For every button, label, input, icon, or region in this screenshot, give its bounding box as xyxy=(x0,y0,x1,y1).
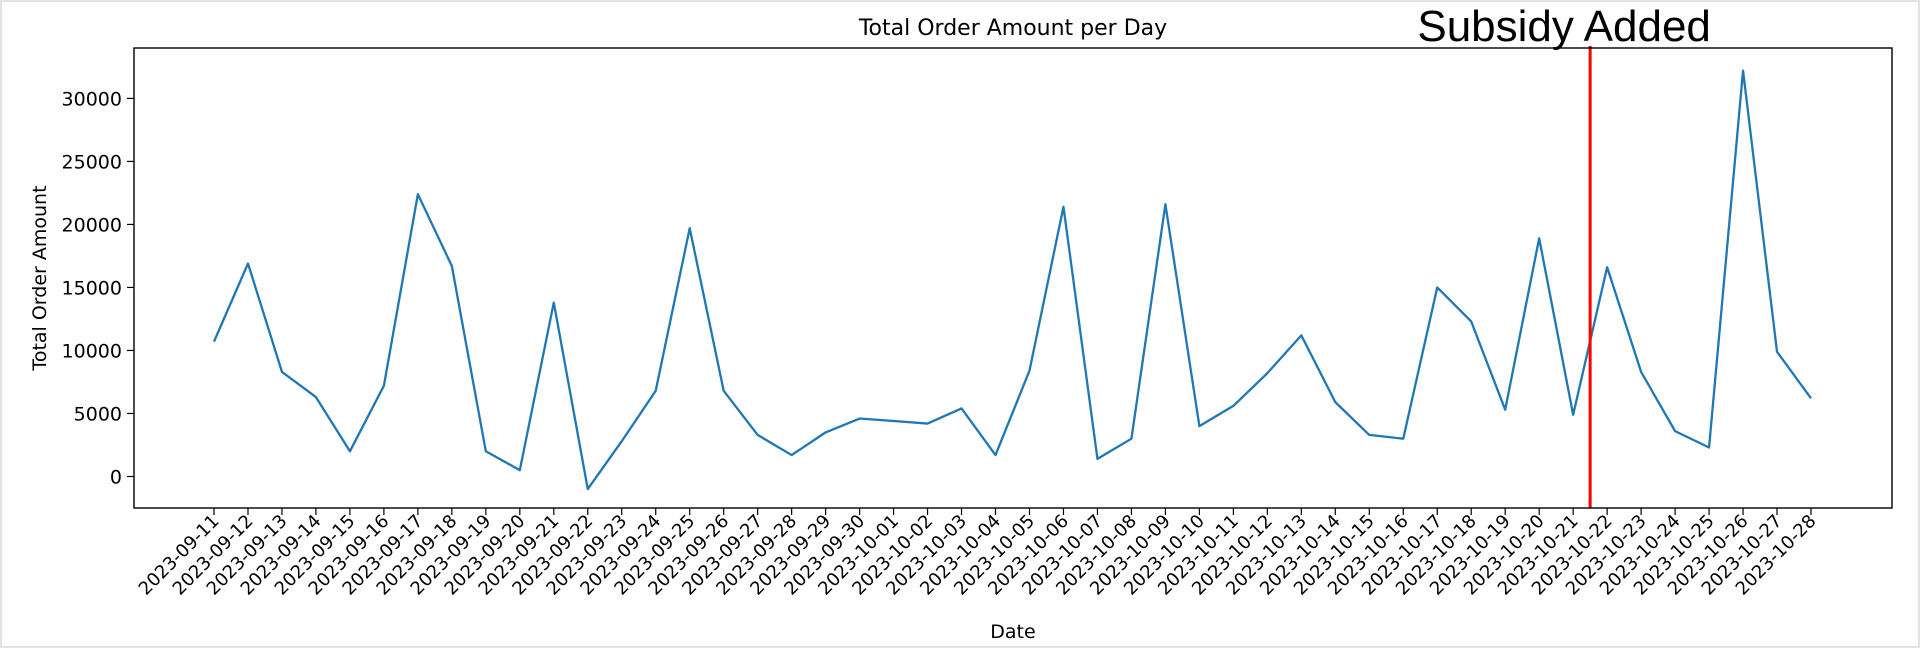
y-tick-label: 5000 xyxy=(74,403,122,425)
plot-area xyxy=(133,47,1893,509)
y-tick-label: 0 xyxy=(110,466,122,488)
y-axis-label: Total Order Amount xyxy=(29,185,51,371)
y-tick-label: 25000 xyxy=(62,151,122,173)
chart-title: Total Order Amount per Day xyxy=(858,16,1167,41)
annotation-label: Subsidy Added xyxy=(1417,2,1711,51)
annotation-layer: Subsidy Added xyxy=(1417,2,1711,508)
y-axis-ticks: 0 5000 10000 15000 20000 25000 30000 xyxy=(62,88,134,488)
series-layer xyxy=(212,69,1812,491)
y-tick-label: 15000 xyxy=(62,277,122,299)
x-axis-label: Date xyxy=(990,621,1035,643)
series-line xyxy=(212,69,1812,491)
y-tick-label: 30000 xyxy=(62,88,122,110)
x-axis-ticks: 2023-09-112023-09-122023-09-132023-09-14… xyxy=(135,508,1821,600)
y-tick-label: 20000 xyxy=(62,214,122,236)
y-tick-label: 10000 xyxy=(62,340,122,362)
